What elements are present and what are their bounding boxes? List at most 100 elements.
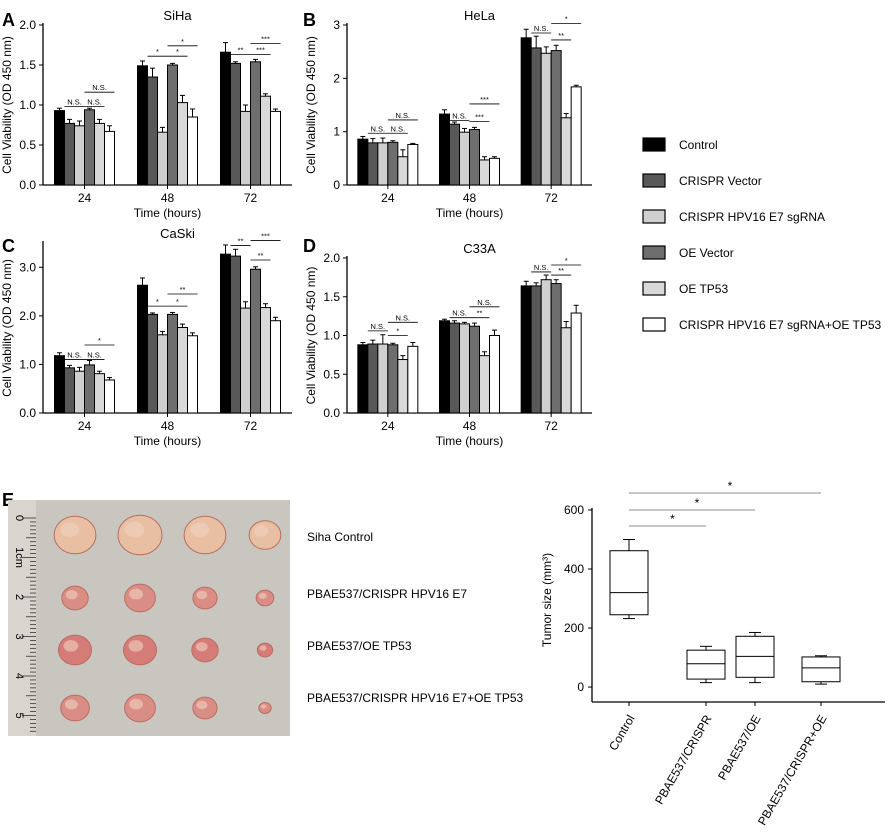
bar xyxy=(479,159,490,186)
bar xyxy=(550,50,562,186)
chart-title: CaSki xyxy=(160,226,195,241)
y-axis-label: Cell Viability (OD 450 nm) xyxy=(304,36,318,174)
x-tick-label: Control xyxy=(606,713,637,754)
significance-label: N.S. xyxy=(67,351,82,360)
y-tick-label: 1.5 xyxy=(19,58,36,72)
bar-chart-panels: A SiHa 0.0 0.5 1.0 1.5 2.0 Cell Viability (OD 4… xyxy=(0,8,592,448)
y-tick-label: 0.0 xyxy=(19,178,36,192)
bar xyxy=(187,116,198,186)
significance-label: * xyxy=(396,327,399,336)
bar xyxy=(367,343,379,414)
x-tick-label: 48 xyxy=(463,419,477,433)
bar xyxy=(550,283,562,414)
bar xyxy=(104,130,115,186)
y-axis-label: Cell Viability (OD 450 nm) xyxy=(0,36,14,174)
ruler xyxy=(8,500,36,736)
tumor-highlight xyxy=(253,525,269,537)
x-axis-label: Time (hours) xyxy=(436,206,504,220)
bar xyxy=(449,322,460,414)
ruler-label: 0 xyxy=(13,515,25,521)
significance-label: ** xyxy=(477,309,483,318)
bar xyxy=(104,379,115,414)
significance-label: N.S. xyxy=(452,309,467,318)
y-tick-label: 2.0 xyxy=(19,309,36,323)
bar xyxy=(157,334,168,414)
significance-label: * xyxy=(156,47,159,56)
bar xyxy=(177,102,188,186)
chart-title: HeLa xyxy=(464,8,496,23)
ruler-label: 2 xyxy=(13,594,25,600)
bar xyxy=(530,285,542,414)
tumor-highlight xyxy=(258,592,267,599)
bar xyxy=(157,131,168,186)
legend-label: CRISPR Vector xyxy=(679,174,762,188)
x-tick-label: 72 xyxy=(244,419,258,433)
significance-label: N.S. xyxy=(534,263,549,272)
tumor-highlight xyxy=(190,522,210,538)
y-tick-label: 2 xyxy=(333,71,340,85)
bar xyxy=(469,325,480,414)
bar xyxy=(570,86,582,186)
ruler-label: 1cm xyxy=(13,547,25,568)
tumor-highlight xyxy=(129,698,144,710)
significance-label: N.S. xyxy=(92,83,107,92)
tumor-highlight xyxy=(60,522,80,538)
ruler-label: 3 xyxy=(13,633,25,639)
bar-chart-D: D C33A 0.0 0.5 1.0 1.5 2.0 Cell Viability (OD 4… xyxy=(303,236,592,448)
bar xyxy=(520,285,532,414)
significance-label: * xyxy=(565,256,568,265)
bar xyxy=(84,364,95,414)
tumor-highlight xyxy=(64,699,78,710)
significance-label: ** xyxy=(238,46,244,55)
y-tick-label: 1.0 xyxy=(323,329,340,343)
bar xyxy=(469,129,480,186)
x-tick-label: 72 xyxy=(244,191,258,205)
bar xyxy=(397,156,409,186)
bar xyxy=(357,344,369,414)
bar xyxy=(260,307,271,414)
bar xyxy=(74,370,85,414)
legend-item: CRISPR HPV16 E7 sgRNA+OE TP53 xyxy=(642,317,882,332)
bar xyxy=(570,312,582,414)
y-axis-label: Cell Viability (OD 450 nm) xyxy=(0,259,14,397)
significance-label: * xyxy=(728,479,733,493)
bar xyxy=(397,359,409,414)
x-axis-label: Time (hours) xyxy=(134,206,202,220)
bar xyxy=(357,138,369,186)
bar xyxy=(459,323,470,414)
tumor-highlight xyxy=(195,642,208,652)
bar xyxy=(167,64,178,186)
x-tick-label: 24 xyxy=(381,419,395,433)
x-tick-label: 24 xyxy=(78,419,92,433)
bar xyxy=(250,61,261,186)
bar xyxy=(147,313,158,414)
x-tick-label: PBAE537/CRISPR+OE xyxy=(755,713,830,828)
y-tick-label: 1.0 xyxy=(19,357,36,371)
panel-letter: A xyxy=(2,10,15,30)
legend-swatch xyxy=(642,317,666,332)
x-tick-label: 48 xyxy=(463,191,477,205)
bar xyxy=(147,76,158,186)
bar xyxy=(560,327,572,414)
legend-swatch xyxy=(642,245,666,260)
panel-letter: B xyxy=(303,10,316,30)
bar xyxy=(270,110,281,186)
significance-label: * xyxy=(695,496,700,510)
y-tick-label: 3 xyxy=(333,18,340,32)
bar xyxy=(94,373,105,414)
bar xyxy=(54,110,65,186)
tumor-highlight xyxy=(124,521,145,538)
y-tick-label: 0.5 xyxy=(19,138,36,152)
legend-label: CRISPR HPV16 E7 sgRNA+OE TP53 xyxy=(679,318,882,332)
tumor-highlight xyxy=(259,645,267,651)
y-tick-label: 1.5 xyxy=(323,290,340,304)
y-tick-label: 0.0 xyxy=(19,406,36,420)
legend-item: CRISPR HPV16 E7 sgRNA xyxy=(642,209,825,224)
bar xyxy=(367,142,379,186)
bar xyxy=(387,141,399,186)
legend-item: OE Vector xyxy=(642,245,734,260)
significance-label: N.S. xyxy=(477,298,492,307)
box xyxy=(686,649,726,680)
bar xyxy=(240,307,251,414)
